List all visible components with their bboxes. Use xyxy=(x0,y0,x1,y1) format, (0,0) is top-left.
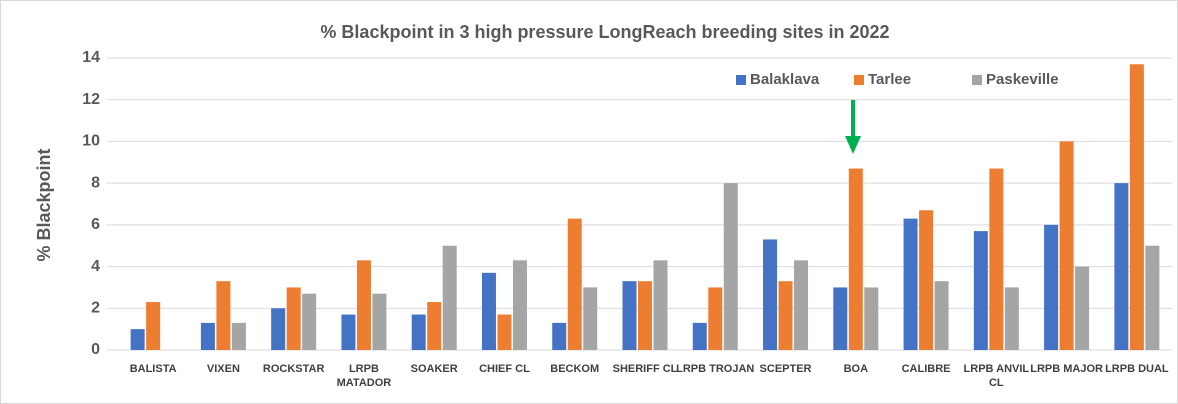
bar xyxy=(794,260,809,350)
bar xyxy=(778,281,793,350)
y-tick-label: 6 xyxy=(91,216,100,233)
bar xyxy=(372,293,387,350)
legend-swatch xyxy=(736,75,746,85)
bar xyxy=(567,218,582,350)
bar xyxy=(1044,224,1059,350)
legend-label: Paskeville xyxy=(986,71,1059,88)
y-tick-label: 4 xyxy=(91,258,100,275)
bar xyxy=(146,302,161,350)
bar xyxy=(989,168,1004,350)
chart-title: % Blackpoint in 3 high pressure LongReac… xyxy=(320,22,889,42)
bar xyxy=(1075,266,1090,350)
bar xyxy=(763,239,778,350)
x-tick-label: BOA xyxy=(843,363,869,375)
x-tick-label: CALIBRE xyxy=(901,363,951,375)
bar xyxy=(427,302,442,350)
bar xyxy=(723,183,738,350)
legend-label: Balaklava xyxy=(750,71,820,88)
x-tick-label: LRPB ANVIL CL xyxy=(963,363,1030,389)
bar xyxy=(583,287,598,350)
legend-swatch xyxy=(854,75,864,85)
bar xyxy=(903,218,918,350)
bar xyxy=(973,231,988,350)
bar xyxy=(216,281,231,350)
legend-label: Tarlee xyxy=(868,71,911,88)
x-tick-label: VIXEN xyxy=(206,363,240,375)
y-tick-label: 8 xyxy=(91,174,100,191)
bar xyxy=(552,322,567,350)
x-tick-label: LRPB TROJAN xyxy=(676,363,755,375)
y-tick-label: 14 xyxy=(82,49,100,66)
bar xyxy=(481,272,496,350)
x-tick-label: ROCKSTAR xyxy=(262,363,325,375)
x-tick-label: SHERIFF CL xyxy=(612,363,678,375)
bar xyxy=(1145,245,1160,350)
bar xyxy=(638,281,652,350)
bar xyxy=(512,260,527,350)
bar xyxy=(231,322,246,350)
bar xyxy=(622,281,637,350)
bar xyxy=(442,245,457,350)
bar xyxy=(919,210,934,350)
bar xyxy=(356,260,371,350)
annotation-arrow xyxy=(845,100,861,154)
bar xyxy=(497,314,512,350)
bar xyxy=(411,314,426,350)
bar xyxy=(848,168,863,350)
bar xyxy=(302,293,317,350)
x-tick-label: SOAKER xyxy=(410,363,458,375)
x-tick-label: LRPB DUAL xyxy=(1105,363,1169,375)
bar xyxy=(653,260,668,350)
bar xyxy=(692,322,707,350)
bar xyxy=(833,287,848,350)
bar xyxy=(1114,183,1129,350)
x-tick-label: SCEPTER xyxy=(759,363,812,375)
y-tick-label: 0 xyxy=(91,341,100,358)
x-tick-label: LRPB MATADOR xyxy=(336,363,392,389)
y-tick-label: 2 xyxy=(91,300,100,317)
bar xyxy=(1004,287,1019,350)
x-tick-label: LRPB MAJOR xyxy=(1030,363,1103,375)
bar xyxy=(130,329,145,350)
bar xyxy=(341,314,356,350)
y-tick-label: 10 xyxy=(82,133,100,150)
bar xyxy=(934,281,949,350)
y-axis-title: % Blackpoint xyxy=(34,148,54,261)
bar xyxy=(864,287,879,350)
bar xyxy=(708,287,723,350)
bar xyxy=(271,308,286,350)
x-tick-label: CHIEF CL xyxy=(479,363,530,375)
x-tick-label: BECKOM xyxy=(550,363,600,375)
legend-swatch xyxy=(972,75,982,85)
y-tick-label: 12 xyxy=(82,91,100,108)
bar xyxy=(1059,141,1074,350)
bar xyxy=(286,287,301,350)
bar xyxy=(1129,64,1144,350)
bar xyxy=(200,322,215,350)
x-tick-label: BALISTA xyxy=(129,363,177,375)
